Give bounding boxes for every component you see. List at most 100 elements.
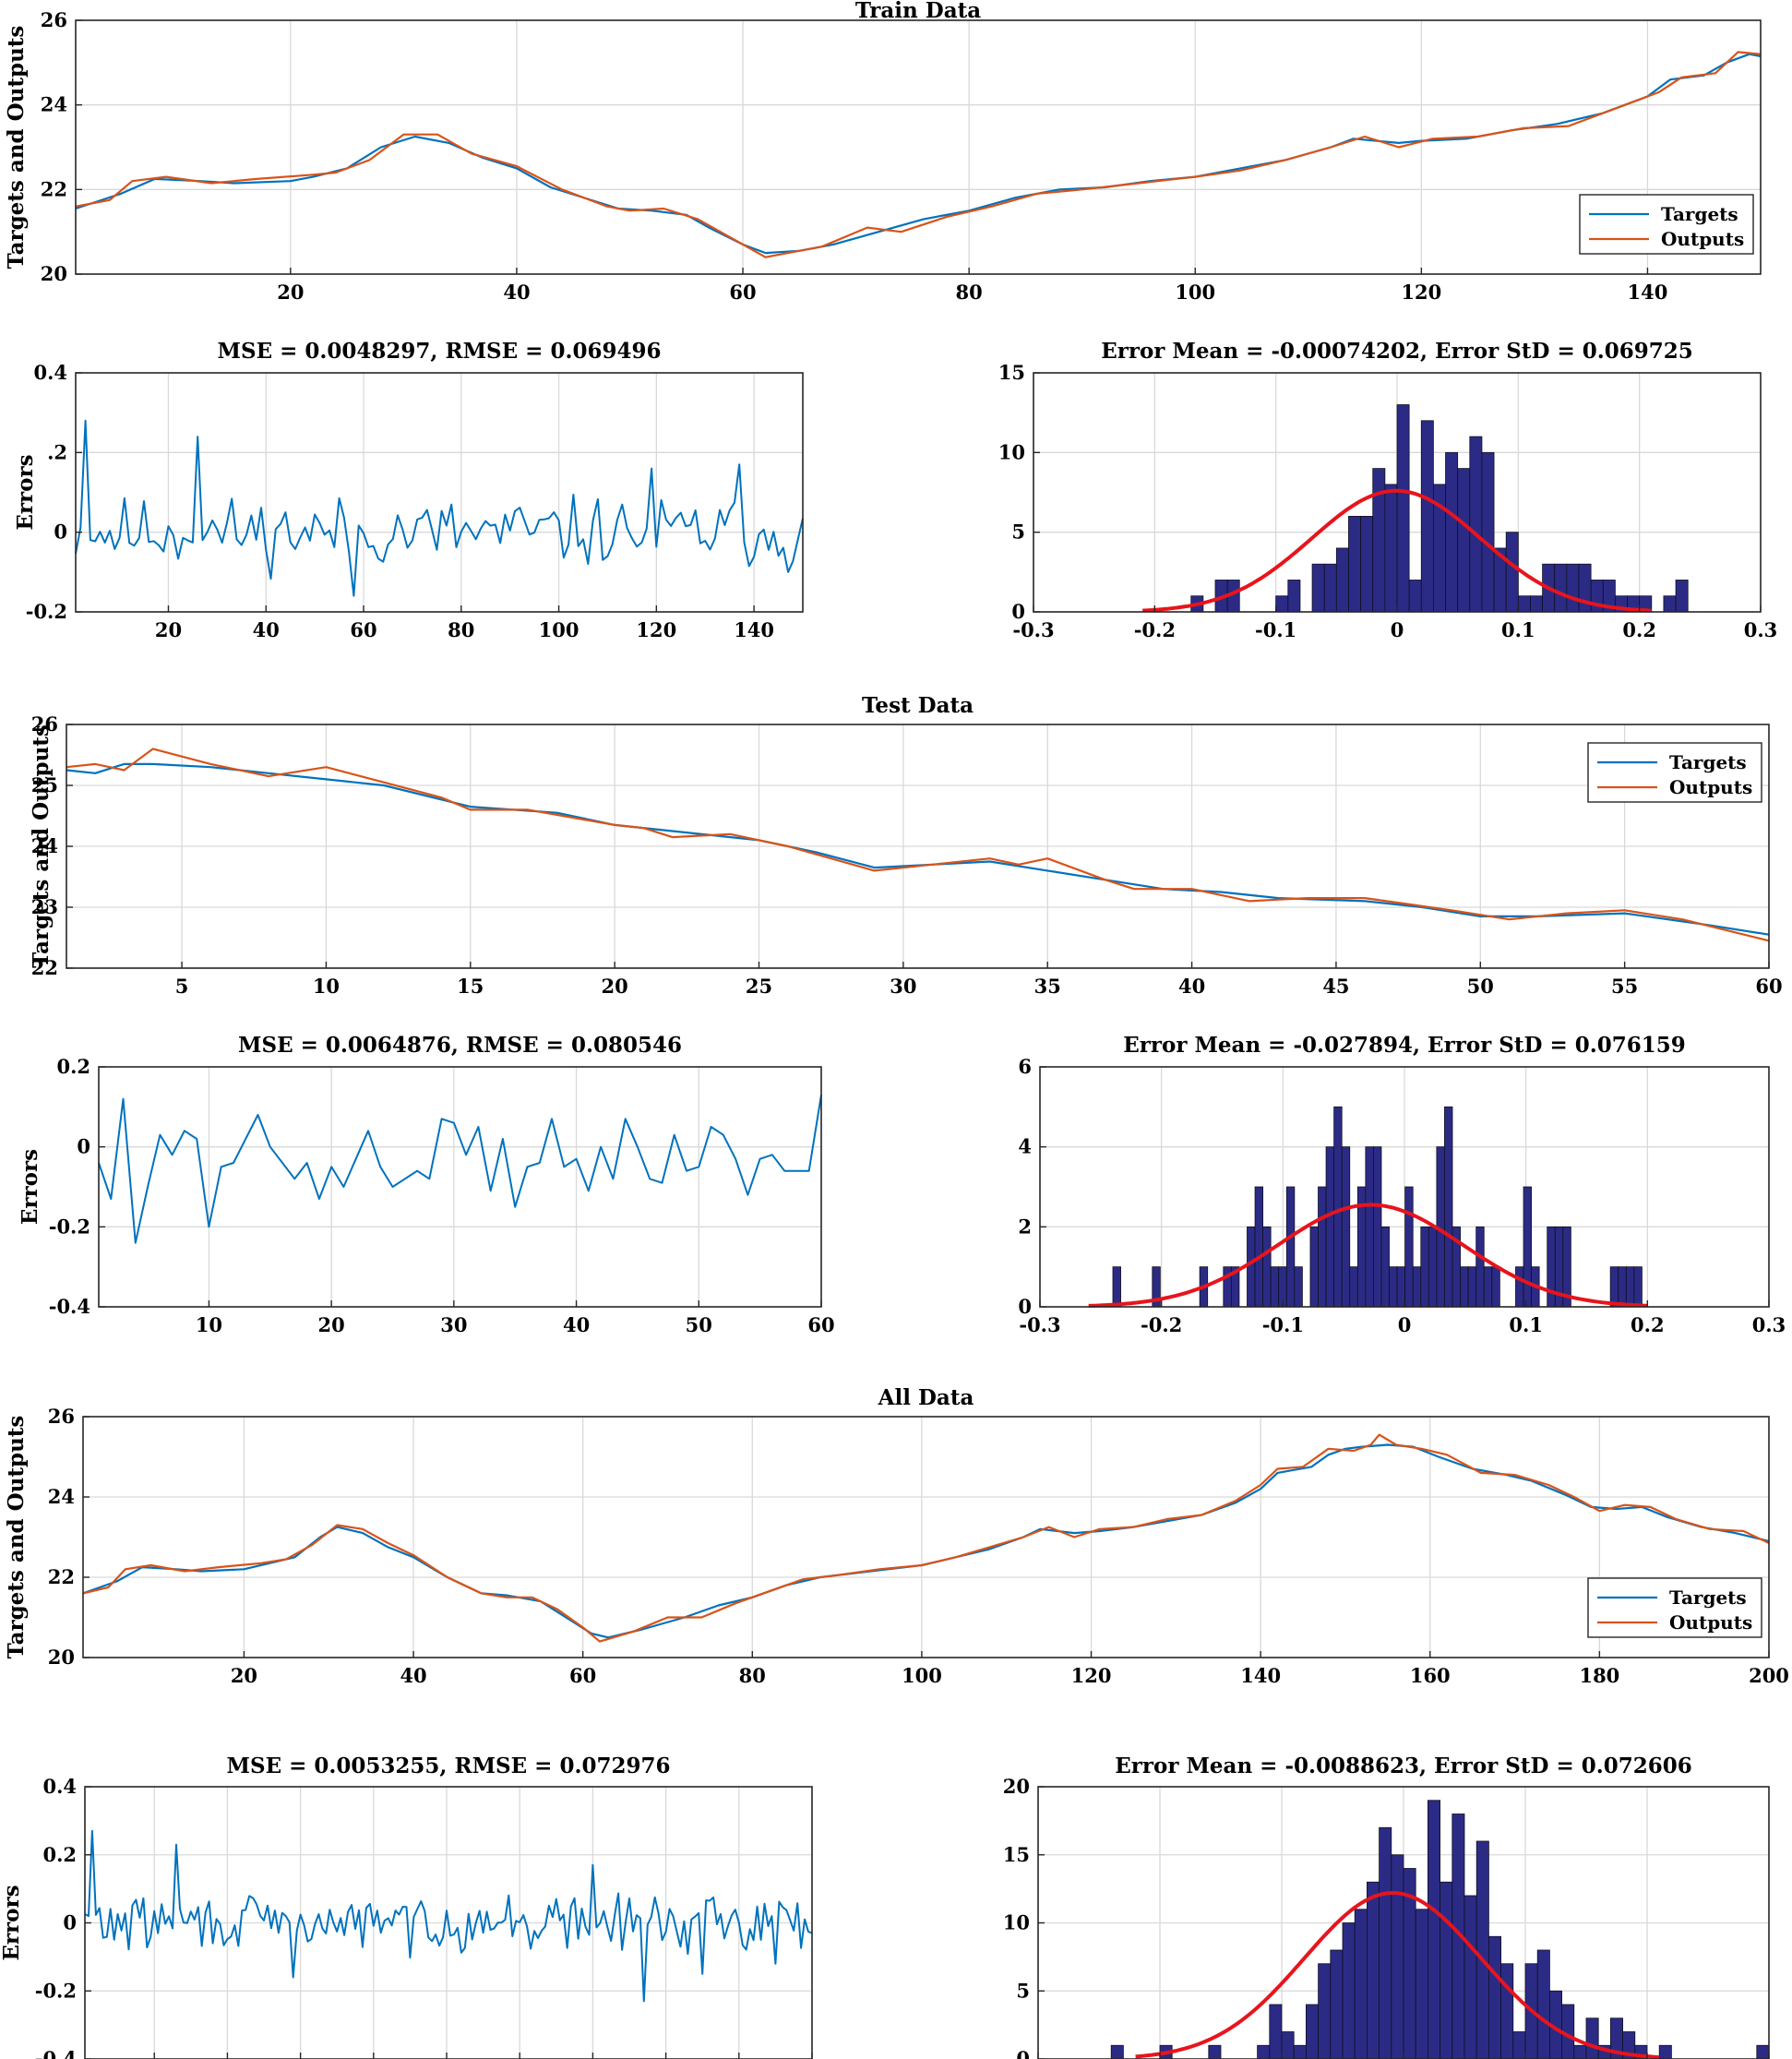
x-tick-label: 0.2 (1622, 618, 1656, 641)
histogram-bar (1404, 1186, 1414, 1308)
histogram-bar (1311, 563, 1325, 613)
histogram-bar (1460, 1266, 1469, 1308)
y-tick-label: 26 (48, 1405, 75, 1428)
y-tick-label: 0.2 (56, 1055, 90, 1078)
histogram-bar (1412, 1266, 1422, 1308)
y-tick-label: 26 (41, 8, 67, 31)
histogram-bar (1389, 1266, 1398, 1308)
histogram-bar (1341, 1146, 1351, 1308)
y-tick-label: 2 (1018, 1215, 1032, 1238)
histogram-bar (1428, 1226, 1438, 1308)
legend-outputs-label: Outputs (1661, 228, 1744, 250)
histogram-bar (1380, 1226, 1390, 1308)
histogram-bar (1488, 1935, 1502, 2059)
x-tick-label: 30 (890, 975, 916, 998)
histogram-bar (1483, 1266, 1493, 1308)
x-tick-label: 0 (1398, 1313, 1412, 1336)
histogram-bar (1348, 516, 1362, 613)
y-tick-label: 5 (1011, 521, 1025, 544)
histogram-bar (1384, 484, 1398, 613)
legend: Targets Outputs (1579, 194, 1754, 255)
x-tick-label: 100 (539, 618, 579, 641)
x-tick-label: 140 (1240, 1664, 1281, 1687)
histogram-bar (1112, 1266, 1121, 1308)
legend-outputs-label: Outputs (1669, 1611, 1752, 1634)
y-tick-label: 15 (1003, 1843, 1030, 1866)
histogram-bar (1349, 1266, 1358, 1308)
x-tick-label: 25 (746, 975, 772, 998)
histogram-bar (1318, 1186, 1327, 1308)
legend-outputs-label: Outputs (1669, 776, 1752, 798)
histogram-bar (1330, 1949, 1344, 2059)
y-tick-label: 25 (31, 773, 58, 796)
x-tick-label: 40 (400, 1664, 426, 1687)
test-histogram-chart: -0.3 -0.2 -0.1 0 0.1 0.2 0.3 0 2 4 6 Error Mean = -… (1018, 1033, 1786, 1336)
y-axis-label: Targets and Outputs (4, 1416, 29, 1659)
histogram-bar (1625, 1266, 1635, 1308)
y-tick-label: 15 (998, 361, 1025, 384)
histogram-bar (1445, 451, 1459, 613)
x-tick-label: 20 (318, 1313, 345, 1336)
x-tick-label: 60 (569, 1664, 596, 1687)
normal-fit-curve (1088, 1203, 1648, 1308)
y-tick-label: 0 (1018, 1295, 1032, 1318)
histogram-bar (1554, 563, 1568, 613)
histogram-bar (1530, 595, 1544, 613)
y-tick-label: 24 (48, 1485, 75, 1508)
axes-frame (82, 1416, 1770, 1658)
y-tick-label: 6 (1018, 1055, 1032, 1078)
y-tick-label: 24 (31, 834, 58, 857)
targets-line (82, 1443, 1770, 1639)
legend-box (1587, 742, 1762, 803)
histogram-bar (1585, 2017, 1599, 2059)
y-tick-label: 4 (1018, 1135, 1032, 1158)
x-tick-label: 120 (636, 618, 676, 641)
histogram-bar (1396, 404, 1410, 613)
histogram-bar (1663, 595, 1677, 613)
x-tick-label: 0.3 (1752, 1313, 1786, 1336)
x-tick-label: 160 (1410, 1664, 1451, 1687)
legend-targets-label: Targets (1669, 751, 1747, 773)
histogram-bar (1208, 2044, 1222, 2059)
histogram-bar (1294, 1266, 1303, 1308)
y-tick-label: 0.4 (33, 361, 67, 384)
axes-frame (75, 372, 804, 613)
normal-fit-curve (1142, 488, 1652, 613)
histogram-bar (1342, 1922, 1356, 2059)
x-tick-label: 60 (729, 281, 756, 304)
histogram-bar (1675, 580, 1689, 613)
legend-targets-label: Targets (1661, 203, 1738, 225)
x-tick-label: 60 (807, 1313, 834, 1336)
x-tick-label: 30 (440, 1313, 467, 1336)
x-tick-label: 0.1 (1501, 618, 1535, 641)
histogram-bar (1247, 1226, 1256, 1308)
histogram-bar (1269, 2004, 1283, 2059)
y-tick-label: 0 (1016, 2047, 1030, 2059)
histogram-bar (1415, 1909, 1428, 2059)
chart-title: Error Mean = -0.027894, Error StD = 0.07… (1123, 1033, 1686, 1058)
x-tick-label: 40 (1178, 975, 1205, 998)
x-tick-label: -0.2 (1141, 1313, 1182, 1336)
x-tick-label: 20 (155, 618, 182, 641)
histogram-bar (1293, 2044, 1307, 2059)
targets-line (75, 53, 1762, 255)
train-histogram-chart: -0.3 -0.2 -0.1 0 0.1 0.2 0.3 0 5 10 15 Error Mean =… (998, 339, 1778, 641)
outputs-line (82, 1433, 1770, 1643)
y-axis-label: Targets and Outputs (29, 724, 54, 968)
histogram-bar (1391, 1854, 1404, 2059)
histogram-bar (1373, 1146, 1382, 1308)
y-tick-label: 0.4 (42, 1775, 77, 1798)
x-tick-label: 20 (231, 1664, 257, 1687)
x-tick-label: -0.1 (1255, 618, 1296, 641)
x-tick-label: 120 (1401, 281, 1441, 304)
errors-line (75, 419, 804, 597)
histogram-bar (1457, 468, 1471, 613)
x-tick-label: 100 (1175, 281, 1215, 304)
histogram-bar (1372, 468, 1386, 613)
histogram-bar (1444, 1106, 1453, 1308)
histogram-bar (1618, 1266, 1627, 1308)
y-tick-label: 0.2 (42, 1843, 77, 1866)
x-tick-label: 5 (175, 975, 189, 998)
